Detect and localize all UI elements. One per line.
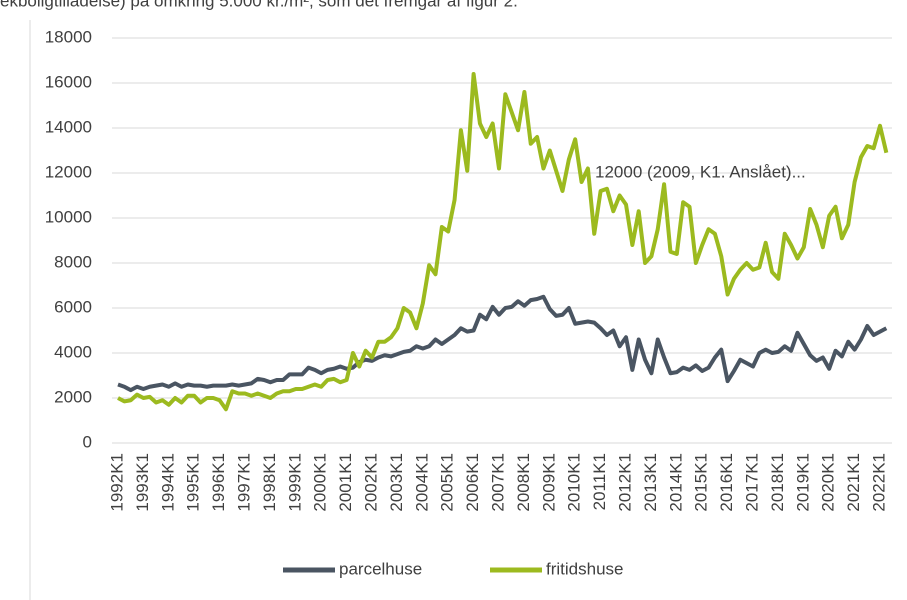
x-tick-label: 1995K1 [184,453,203,512]
x-tick-label: 2008K1 [514,453,533,512]
x-tick-label: 1998K1 [260,453,279,512]
y-tick-label: 10000 [45,207,92,226]
legend-label: parcelhuse [339,559,422,578]
series-line [117,294,888,393]
x-tick-label: 2015K1 [692,453,711,512]
x-tick-label: 1997K1 [234,453,253,512]
y-tick-label: 8000 [54,252,92,271]
x-tick-label: 2002K1 [361,453,380,512]
x-tick-label: 2007K1 [488,453,507,512]
x-tick-label: 2004K1 [412,453,431,512]
x-tick-label: 1993K1 [133,453,152,512]
x-tick-label: 2009K1 [539,453,558,512]
x-tick-label: 1999K1 [285,453,304,512]
x-tick-label: 2017K1 [742,453,761,512]
x-tick-label: 2022K1 [869,453,888,512]
x-tick-label: 2013K1 [641,453,660,512]
x-tick-label: 2018K1 [768,453,787,512]
x-tick-label: 2019K1 [793,453,812,512]
x-tick-label: 1994K1 [158,453,177,512]
x-tick-label: 1996K1 [209,453,228,512]
x-tick-label: 2016K1 [717,453,736,512]
legend-label: fritidshuse [546,559,623,578]
series-line [117,72,889,412]
y-tick-label: 6000 [54,297,92,316]
y-tick-label: 18000 [45,27,92,46]
y-tick-label: 2000 [54,387,92,406]
y-tick-label: 12000 [45,162,92,181]
x-tick-label: 2003K1 [387,453,406,512]
x-tick-label: 2011K1 [590,453,609,510]
x-tick-label: 2000K1 [311,453,330,512]
x-tick-label: 2020K1 [819,453,838,512]
y-tick-label: 16000 [45,72,92,91]
y-tick-label: 4000 [54,342,92,361]
x-tick-label: 1992K1 [107,453,126,512]
x-tick-label: 2021K1 [844,453,863,512]
annotation: 12000 (2009, K1. Anslået)... [595,162,806,181]
y-tick-label: 14000 [45,117,92,136]
caption-fragment: ekboligtilladelse) på omkring 5.000 kr./… [0,0,518,10]
x-tick-label: 2012K1 [615,453,634,512]
x-tick-label: 2005K1 [438,453,457,512]
x-tick-label: 2006K1 [463,453,482,512]
y-tick-label: 0 [83,432,92,451]
x-tick-label: 2001K1 [336,453,355,512]
x-tick-label: 2010K1 [565,453,584,512]
x-tick-label: 2014K1 [666,453,685,512]
